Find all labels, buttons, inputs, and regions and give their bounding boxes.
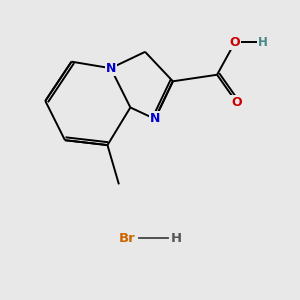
Text: N: N xyxy=(106,62,116,75)
Text: H: H xyxy=(171,232,182,245)
Text: O: O xyxy=(231,96,242,109)
Text: O: O xyxy=(230,35,240,49)
Text: Br: Br xyxy=(119,232,136,245)
Text: N: N xyxy=(150,112,160,125)
Text: H: H xyxy=(258,35,268,49)
